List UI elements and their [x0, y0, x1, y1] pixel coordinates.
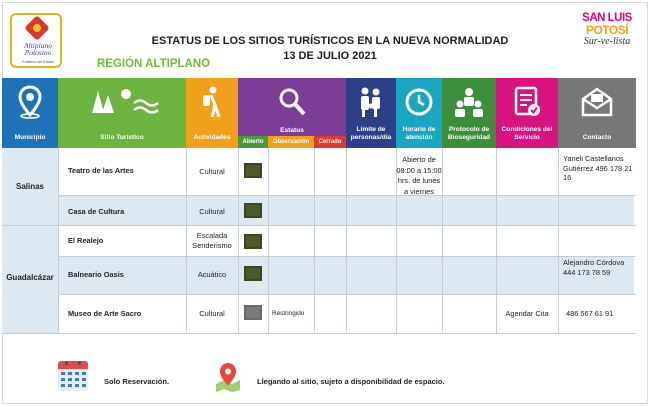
- municipio-cell-salinas: [2, 148, 58, 225]
- condiciones-header-label: Condiciones del Servicio: [501, 126, 553, 141]
- calendar-icon: [58, 361, 88, 391]
- header-contacto: Contacto: [558, 78, 636, 148]
- sitio-name: Teatro de las Artes: [68, 166, 134, 175]
- header-sitio: Sitio Turístico: [58, 78, 186, 148]
- status-open-indicator: [244, 266, 262, 281]
- region-label: REGIÓN ALTIPLANO: [97, 58, 211, 70]
- horario-salinas: Abierto de 08:00 a 15:00 hrs. de lunes a…: [396, 155, 442, 196]
- status-open-indicator: [244, 163, 262, 178]
- magnifier-icon: [238, 82, 346, 122]
- sitio-name: El Realejo: [68, 236, 104, 245]
- page-title: ESTATUS DE LOS SITIOS TURÍSTICOS EN LA N…: [130, 34, 530, 64]
- subheader-abierto: Abierto: [238, 136, 268, 148]
- limite-header-label: Límite de personas/día: [350, 126, 392, 141]
- municipio-header-label: Municipio: [14, 133, 46, 141]
- people-shield-icon: [442, 82, 496, 122]
- horario-header-label: Horario de atención: [402, 126, 436, 141]
- san-luis-potosi-logo: SAN LUIS POTOSÍ Sur-ve-lista: [578, 12, 636, 64]
- estatus-header-label: Estatus: [280, 126, 304, 134]
- actividad-value: Cultural: [199, 309, 225, 318]
- header-protocolo: Protocolo de Bioseguridad: [442, 78, 496, 148]
- contacto-value: 486 567 61 91: [566, 309, 614, 318]
- header-limite: Límite de personas/día: [346, 78, 396, 148]
- sitio-header-label: Sitio Turístico: [100, 133, 144, 141]
- header-condiciones: Condiciones del Servicio: [496, 78, 558, 148]
- location-pin-icon: [214, 362, 242, 392]
- trees-sun-icon: [58, 82, 186, 122]
- footer-llegando: Llegando al sitio, sujeto a disponibilid…: [257, 377, 445, 386]
- title-line-2: 13 DE JULIO 2021: [283, 50, 377, 62]
- status-open-indicator: [244, 234, 262, 249]
- contacto-header-label: Contacto: [582, 133, 612, 141]
- subheader-observacion: Observación: [268, 136, 314, 148]
- sitio-name: Casa de Cultura: [68, 207, 125, 216]
- actividad-value: Cultural: [199, 207, 225, 216]
- altiplano-logo-text: Altiplano Potosino: [24, 41, 52, 57]
- status-open-indicator: [244, 203, 262, 218]
- actividad-value: Acuático: [197, 270, 227, 279]
- checklist-icon: [496, 82, 558, 122]
- logo-right-line1: SAN LUIS: [582, 12, 632, 24]
- header-horario: Horario de atención: [396, 78, 442, 148]
- actividad-value: Cultural: [199, 167, 225, 176]
- sitio-name: Museo de Arte Sacro: [68, 309, 142, 318]
- title-line-1: ESTATUS DE LOS SITIOS TURÍSTICOS EN LA N…: [151, 35, 509, 47]
- sitio-name: Balneario Oasis: [68, 270, 124, 279]
- altiplano-logo-subtext: Gobierno del Estado: [22, 60, 54, 64]
- altiplano-logo-mark: [24, 15, 50, 41]
- footer-reservacion: Solo Reservación.: [104, 377, 170, 386]
- contacto-value: Alejandro Córdova 444 173 78 59: [563, 258, 625, 277]
- logo-right-line2: POTOSÍ: [585, 23, 629, 37]
- altiplano-logo: Altiplano Potosino Gobierno del Estado: [10, 13, 62, 68]
- actividad-value: Escalada Senderismo: [192, 231, 232, 250]
- family-icon: [346, 82, 396, 122]
- contacto-value: Yaneli Castellanos Gutiérrez 496 178 21 …: [563, 154, 633, 182]
- hiker-icon: [186, 82, 238, 122]
- header-municipio: Municipio: [2, 78, 58, 148]
- municipio-cell-guadalcazar: [2, 225, 58, 333]
- observacion-value: Restringido: [272, 310, 305, 317]
- municipio-guadalcazar: Guadalcázar: [6, 273, 54, 282]
- municipio-salinas: Salinas: [15, 182, 44, 191]
- envelope-icon: [558, 82, 636, 122]
- condiciones-value: Agendar Cita: [505, 309, 549, 318]
- actividades-header-label: Actividades: [193, 133, 231, 141]
- clock-icon: [396, 82, 442, 122]
- status-observation-indicator: [244, 305, 262, 320]
- header-actividades: Actividades: [186, 78, 238, 148]
- subheader-cerrado: Cerrado: [314, 136, 346, 148]
- map-pin-icon: [2, 82, 58, 122]
- logo-right-line3: Sur-ve-lista: [583, 36, 631, 47]
- protocolo-header-label: Protocolo de Bioseguridad: [447, 126, 491, 141]
